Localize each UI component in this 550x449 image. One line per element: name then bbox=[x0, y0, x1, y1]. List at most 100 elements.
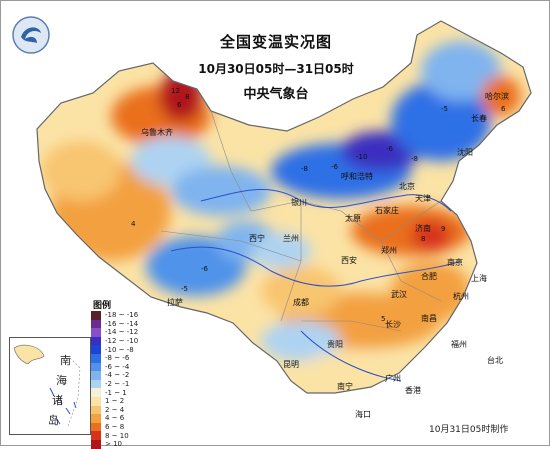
legend-label: -18 ~ -16 bbox=[105, 311, 139, 320]
legend-item: -16 ~ -14 bbox=[91, 319, 138, 329]
legend-item: > 10 bbox=[91, 439, 131, 449]
svg-text:-5: -5 bbox=[181, 285, 188, 293]
city-label-beijing: 北京 bbox=[399, 182, 415, 191]
city-label-guiyang: 贵阳 bbox=[327, 340, 343, 349]
legend-swatch bbox=[91, 353, 101, 363]
city-label-shijiazhuang: 石家庄 bbox=[375, 206, 399, 215]
city-label-nanjing: 南京 bbox=[447, 258, 463, 267]
legend-item: -10 ~ -8 bbox=[91, 345, 134, 354]
legend-item: 6 ~ 8 bbox=[91, 422, 131, 432]
inset-label-1: 南 bbox=[60, 354, 71, 367]
city-label-taipei: 台北 bbox=[487, 356, 503, 365]
legend-swatch bbox=[91, 328, 101, 337]
legend-swatch bbox=[91, 422, 101, 432]
time-range: 10月30日05时—31日05时 bbox=[198, 62, 354, 76]
city-label-lanzhou: 兰州 bbox=[283, 234, 299, 243]
city-label-nanning: 南宁 bbox=[337, 382, 353, 391]
legend-label: -14 ~ -12 bbox=[105, 328, 139, 337]
legend-label: 1 ~ 2 bbox=[105, 397, 125, 406]
legend-swatch bbox=[91, 431, 101, 440]
legend-item: 8 ~ 10 bbox=[91, 431, 131, 440]
city-label-chengdu: 成都 bbox=[293, 298, 309, 307]
svg-text:-10: -10 bbox=[356, 153, 367, 161]
legend-label: 4 ~ 6 bbox=[105, 414, 125, 423]
city-label-jinan: 济南 bbox=[415, 224, 431, 233]
city-label-hohhot: 呼和浩特 bbox=[341, 172, 373, 181]
city-label-wuhan: 武汉 bbox=[391, 290, 407, 299]
city-label-changsha: 长沙 bbox=[385, 320, 401, 329]
legend-swatch bbox=[91, 405, 101, 415]
legend-label: -12 ~ -10 bbox=[105, 337, 139, 346]
legend-item: -12 ~ -10 bbox=[91, 336, 138, 346]
svg-text:9: 9 bbox=[441, 225, 445, 233]
legend-label: > 10 bbox=[105, 440, 122, 449]
legend-item: 2 ~ 4 bbox=[91, 405, 131, 415]
city-label-hongkong: 香港 bbox=[405, 386, 421, 395]
rivers bbox=[170, 189, 462, 382]
city-label-tianjin: 天津 bbox=[415, 194, 431, 203]
city-label-fuzhou: 福州 bbox=[451, 340, 467, 349]
legend-swatch bbox=[91, 345, 101, 354]
svg-text:12: 12 bbox=[171, 87, 180, 95]
city-label-guangzhou: 广州 bbox=[385, 374, 401, 383]
city-label-hangzhou: 杭州 bbox=[453, 292, 469, 301]
city-label-zhengzhou: 郑州 bbox=[381, 246, 397, 255]
city-label-lhasa: 拉萨 bbox=[167, 298, 183, 307]
legend-label: 8 ~ 10 bbox=[105, 431, 129, 440]
inset-map bbox=[13, 344, 81, 427]
legend-item: -4 ~ -2 bbox=[91, 371, 131, 380]
map-title-block: 全国变温实况图 10月30日05时—31日05时 中央气象台 bbox=[1, 31, 550, 102]
city-label-hefei: 合肥 bbox=[421, 272, 437, 281]
city-label-changchun: 长春 bbox=[471, 114, 487, 123]
svg-text:-6: -6 bbox=[201, 265, 209, 273]
legend-swatch bbox=[91, 379, 101, 389]
legend: 图例 -18 ~ -16 -16 ~ -14 -14 ~ -12 -12 ~ -10-… bbox=[91, 298, 138, 449]
legend-swatch bbox=[91, 371, 101, 380]
legend-swatch bbox=[91, 336, 101, 346]
legend-item: 4 ~ 6 bbox=[91, 414, 131, 423]
legend-item: -18 ~ -16 bbox=[91, 311, 138, 320]
temperature-value-labels: 12 8 6 -8 -6 -10 -6 -8 -5 -6 -5 8 9 5 4 … bbox=[131, 87, 506, 323]
inset-label-2: 海 bbox=[56, 374, 67, 387]
city-label-yinchuan: 银川 bbox=[291, 198, 307, 207]
city-label-haikou: 海口 bbox=[355, 410, 371, 419]
svg-text:6: 6 bbox=[177, 101, 182, 109]
svg-text:-8: -8 bbox=[301, 165, 308, 173]
legend-swatch bbox=[91, 439, 101, 449]
inset-label-4: 岛 bbox=[48, 414, 59, 427]
cma-logo bbox=[11, 15, 51, 55]
city-label-harbin: 哈尔滨 bbox=[485, 92, 509, 101]
city-label-shanghai: 上海 bbox=[471, 274, 487, 283]
legend-label: -2 ~ -1 bbox=[105, 380, 130, 389]
city-label-shenyang: 沈阳 bbox=[457, 148, 473, 157]
legend-swatch bbox=[91, 388, 101, 397]
legend-label: -4 ~ -2 bbox=[105, 371, 130, 380]
legend-swatch bbox=[91, 396, 101, 406]
legend-title: 图例 bbox=[93, 301, 112, 311]
legend-swatch bbox=[91, 311, 101, 320]
legend-swatch bbox=[91, 362, 101, 372]
svg-text:-5: -5 bbox=[441, 105, 448, 113]
svg-text:-8: -8 bbox=[411, 155, 418, 163]
legend-rows: -18 ~ -16 -16 ~ -14 -14 ~ -12 -12 ~ -10 -10 … bbox=[91, 311, 138, 449]
city-label-kunming: 昆明 bbox=[283, 360, 299, 369]
legend-item: -8 ~ -6 bbox=[91, 353, 131, 363]
legend-swatch bbox=[91, 414, 101, 423]
svg-text:8: 8 bbox=[421, 235, 425, 243]
legend-label: -1 ~ 1 bbox=[105, 388, 127, 397]
legend-item: -1 ~ 1 bbox=[91, 388, 131, 397]
legend-item: -2 ~ -1 bbox=[91, 379, 131, 389]
svg-text:5: 5 bbox=[381, 315, 385, 323]
map-title: 全国变温实况图 bbox=[219, 33, 332, 51]
south-china-sea-inset: 南 海 诸 岛 bbox=[9, 337, 91, 435]
legend-item: 1 ~ 2 bbox=[91, 396, 131, 406]
city-label-xian: 西安 bbox=[341, 256, 357, 265]
legend-label: -6 ~ -4 bbox=[105, 362, 130, 371]
svg-text:-6: -6 bbox=[331, 163, 339, 171]
legend-label: 6 ~ 8 bbox=[105, 423, 125, 432]
inset-label-3: 诸 bbox=[52, 394, 63, 407]
svg-text:8: 8 bbox=[185, 93, 189, 101]
national-border bbox=[36, 20, 532, 394]
